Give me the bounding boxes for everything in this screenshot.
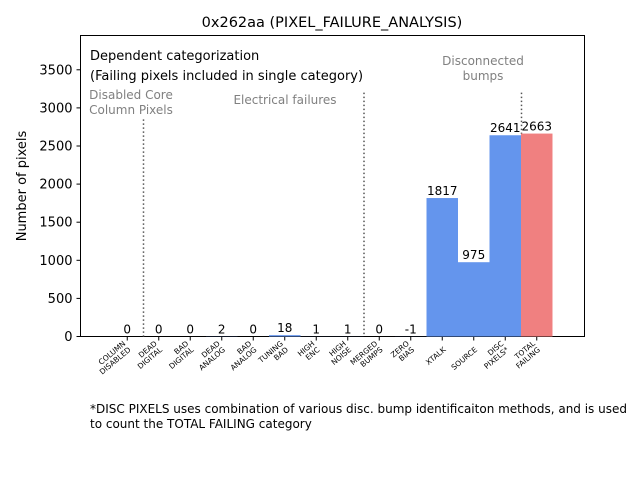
group-label: Disconnected bumps [442, 54, 524, 83]
value-label: 0 [155, 323, 163, 337]
y-tick-label: 1000 [39, 254, 72, 269]
bar [426, 198, 458, 337]
value-label: -1 [405, 323, 417, 337]
bar [521, 133, 553, 337]
x-tick-label: BADANALOG [223, 339, 258, 372]
x-tick-label: HIGHNOISE [324, 339, 353, 367]
group-label: Electrical failures [233, 93, 336, 107]
value-label: 1 [344, 322, 352, 336]
y-tick-label: 3500 [39, 63, 72, 78]
value-label: 2 [218, 322, 226, 336]
annotation-line-2: (Failing pixels included in single categ… [90, 69, 363, 84]
value-label: 0 [186, 323, 194, 337]
value-label: 2641 [490, 121, 521, 135]
x-tick-label: COLUMNDISABLED [93, 339, 133, 377]
x-tick-label: BADDIGITAL [162, 338, 196, 370]
bar [489, 135, 521, 337]
group-labels: Disabled Core Column Pixels Electrical fai… [89, 54, 524, 117]
x-tick-label: HIGHENC [296, 339, 322, 364]
y-axis-label: Number of pixels [15, 130, 30, 241]
x-tick-label: DISCPIXELS* [477, 339, 511, 371]
value-label: 975 [462, 248, 485, 262]
x-tick-label: ZEROBIAS [389, 339, 416, 366]
value-labels: 0 0 0 2 0 18 1 1 0 -1 1817 975 2641 2663 [123, 120, 552, 337]
value-label: 0 [249, 323, 257, 337]
chart-title: 0x262aa (PIXEL_FAILURE_ANALYSIS) [202, 15, 463, 31]
bars [206, 133, 553, 337]
value-label: 0 [123, 323, 131, 337]
bar [458, 262, 490, 337]
value-label: 0 [375, 323, 383, 337]
x-tick-label: TOTALFAILING [509, 338, 543, 370]
value-label: 2663 [521, 120, 552, 134]
annotation-line-1: Dependent categorization [90, 49, 259, 64]
group-dividers [142, 92, 523, 337]
y-tick-label: 3000 [39, 101, 72, 116]
bar [269, 335, 301, 337]
value-label: 1 [312, 322, 320, 336]
footnote: *DISC PIXELS uses combination of various… [90, 402, 627, 431]
x-tick-label: SOURCE [450, 345, 480, 372]
y-tick-label: 2000 [39, 178, 72, 193]
x-tick-label: DEADANALOG [192, 339, 227, 372]
x-tick-label: XTALK [424, 344, 448, 367]
x-tick-label: TUNINGBAD [256, 339, 290, 372]
value-label: 18 [277, 321, 292, 335]
x-tick-labels: COLUMNDISABLED DEADDIGITAL BADDIGITAL DEADA… [93, 336, 543, 377]
x-tick-label: MERGEDBUMPS [349, 339, 385, 373]
y-axis-ticks: 0 500 1000 1500 2000 2500 3000 3500 [39, 63, 81, 345]
y-tick-label: 500 [48, 292, 73, 307]
y-tick-label: 2500 [39, 139, 72, 154]
group-label: Disabled Core Column Pixels [89, 88, 173, 117]
y-tick-label: 0 [64, 330, 72, 345]
x-tick-label: DEADDIGITAL [131, 338, 165, 370]
value-label: 1817 [427, 184, 458, 198]
y-tick-label: 1500 [39, 216, 72, 231]
